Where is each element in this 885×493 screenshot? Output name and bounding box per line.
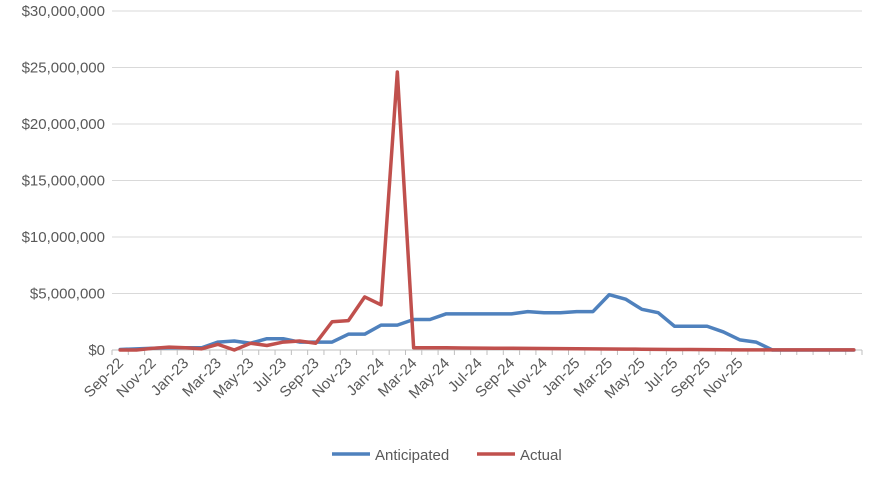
series-line-anticipated xyxy=(120,295,854,350)
x-axis: Sep-22Nov-22Jan-23Mar-23May-23Jul-23Sep-… xyxy=(81,350,862,402)
legend-label-actual: Actual xyxy=(520,447,562,464)
y-tick-label: $30,000,000 xyxy=(22,3,105,20)
gridlines xyxy=(112,11,862,350)
y-tick-label: $25,000,000 xyxy=(22,60,105,77)
y-axis: $0 $5,000,000 $10,000,000 $15,000,000 $20,00… xyxy=(22,3,105,359)
legend-label-anticipated: Anticipated xyxy=(375,447,449,464)
y-tick-label: $20,000,000 xyxy=(22,116,105,133)
series-line-actual xyxy=(120,72,854,350)
y-tick-label: $10,000,000 xyxy=(22,229,105,246)
y-tick-label: $5,000,000 xyxy=(30,286,105,303)
legend: Anticipated Actual xyxy=(332,447,562,464)
y-tick-label: $0 xyxy=(88,342,105,359)
series-lines xyxy=(120,72,854,350)
y-tick-label: $15,000,000 xyxy=(22,173,105,190)
